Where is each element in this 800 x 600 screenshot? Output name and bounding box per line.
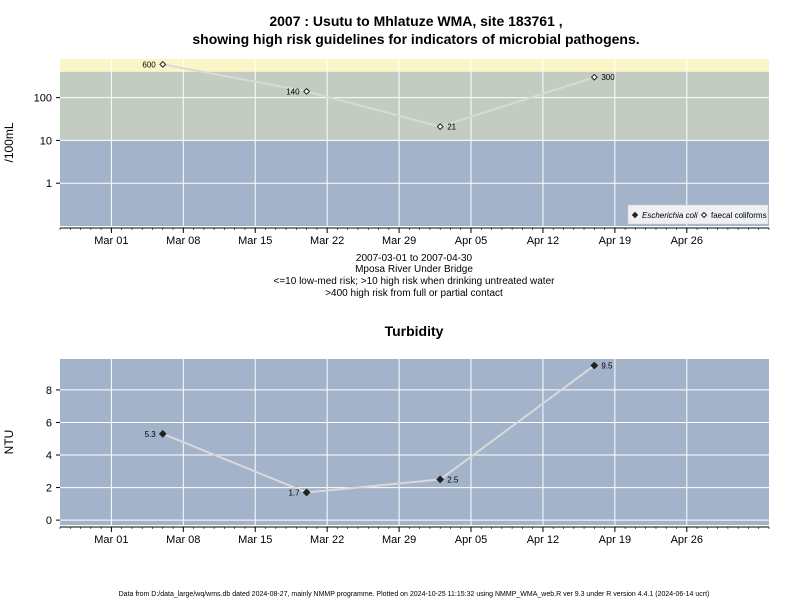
data-label: 300: [601, 73, 615, 82]
site-name-text: Mposa River Under Bridge: [355, 264, 473, 275]
x-tick-label: Mar 22: [310, 235, 344, 247]
y-tick-label: 4: [46, 450, 52, 462]
chart-title-line2: showing high risk guidelines for indicat…: [192, 31, 639, 47]
x-tick-label: Mar 15: [238, 534, 272, 546]
x-tick-label: Mar 08: [166, 534, 200, 546]
x-tick-label: Mar 15: [238, 235, 272, 247]
legend-label-ecoli: Escherichia coli: [642, 211, 698, 220]
x-tick-label: Apr 12: [527, 235, 559, 247]
high-risk-drinking-zone: [60, 71, 769, 141]
x-tick-label: Apr 05: [455, 235, 487, 247]
series-line: [162, 364, 595, 494]
y-tick-label: 8: [46, 385, 52, 397]
y-tick-label: 2: [46, 483, 52, 495]
x-tick-label: Mar 29: [382, 534, 416, 546]
y-tick-label: 6: [46, 417, 52, 429]
x-tick-label: Apr 19: [599, 235, 631, 247]
data-point: [158, 429, 167, 438]
x-tick-label: Apr 19: [599, 534, 631, 546]
data-point: [159, 60, 167, 68]
date-range-text: 2007-03-01 to 2007-04-30: [356, 253, 473, 264]
x-tick-label: Apr 26: [671, 235, 703, 247]
risk-note-contact: >400 high risk from full or partial cont…: [325, 288, 503, 299]
data-label: 21: [447, 123, 456, 132]
legend-marker-ecoli: [631, 211, 639, 219]
x-tick-label: Apr 26: [671, 534, 703, 546]
y-tick-label: 1: [46, 178, 52, 190]
x-tick-label: Mar 29: [382, 235, 416, 247]
data-label: 1.7: [288, 488, 300, 497]
x-tick-label: Mar 22: [310, 534, 344, 546]
plot-background: [60, 359, 769, 525]
y-axis-label: NTU: [2, 430, 16, 455]
turbidity-panel: Mar 01 Mar 08 Mar 15 Mar 22 Mar 29 Apr 05 Apr …: [2, 359, 770, 546]
data-point: [436, 123, 444, 131]
microbial-panel: Mar 01 Mar 08 Mar 15 Mar 22 Mar 29 Apr 05 Apr …: [2, 59, 770, 247]
y-tick-label: 10: [40, 135, 52, 147]
data-point: [436, 475, 445, 484]
x-tick-label: Apr 12: [527, 534, 559, 546]
chart-title-line1: 2007 : Usutu to Mhlatuze WMA, site 18376…: [269, 13, 562, 29]
turbidity-title: Turbidity: [385, 323, 444, 339]
x-tick-label: Mar 08: [166, 235, 200, 247]
legend-marker-faecal: [700, 211, 708, 219]
data-label: 9.5: [601, 362, 613, 371]
x-tick-label: Mar 01: [94, 534, 128, 546]
footer-note: Data from D:/data_large/wq/wms.db dated …: [119, 591, 710, 598]
high-risk-contact-zone: [60, 59, 769, 72]
legend-label-faecal: faecal coliforms: [711, 211, 767, 220]
data-label: 140: [286, 87, 300, 96]
data-point: [590, 73, 598, 81]
series-line: [162, 63, 595, 128]
y-tick-label: 0: [46, 515, 52, 527]
data-label: 2.5: [447, 475, 459, 484]
data-point: [590, 361, 599, 370]
data-point: [302, 488, 311, 497]
data-label: 600: [142, 60, 156, 69]
x-tick-label: Mar 01: [94, 235, 128, 247]
y-tick-label: 100: [34, 93, 52, 105]
risk-note-drinking: <=10 low-med risk; >10 high risk when dr…: [274, 276, 556, 287]
data-label: 5.3: [145, 430, 157, 439]
x-tick-label: Apr 05: [455, 534, 487, 546]
data-point: [303, 87, 311, 95]
legend-box: [627, 204, 769, 225]
y-axis-label: /100mL: [2, 122, 16, 162]
